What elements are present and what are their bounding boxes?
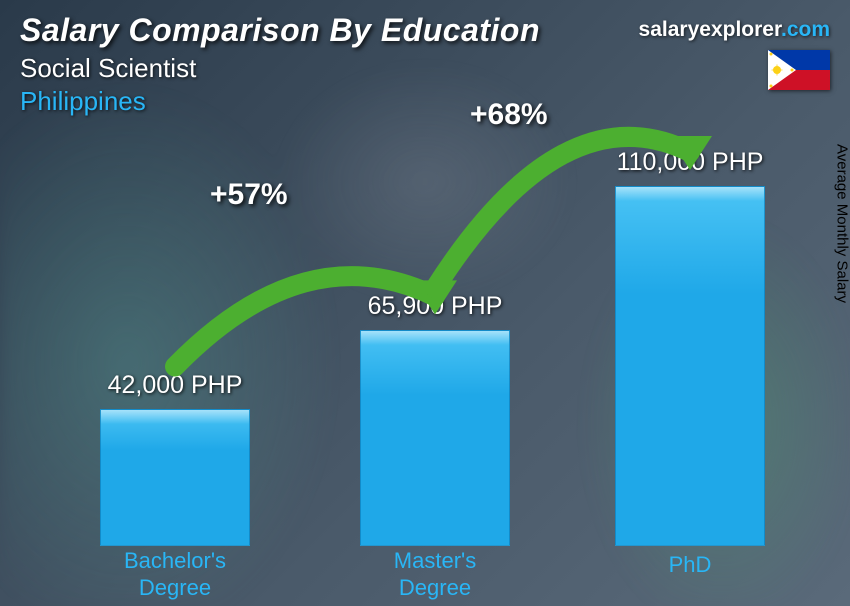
increase-label: +68% — [470, 98, 548, 132]
increase-arrow — [0, 0, 850, 606]
